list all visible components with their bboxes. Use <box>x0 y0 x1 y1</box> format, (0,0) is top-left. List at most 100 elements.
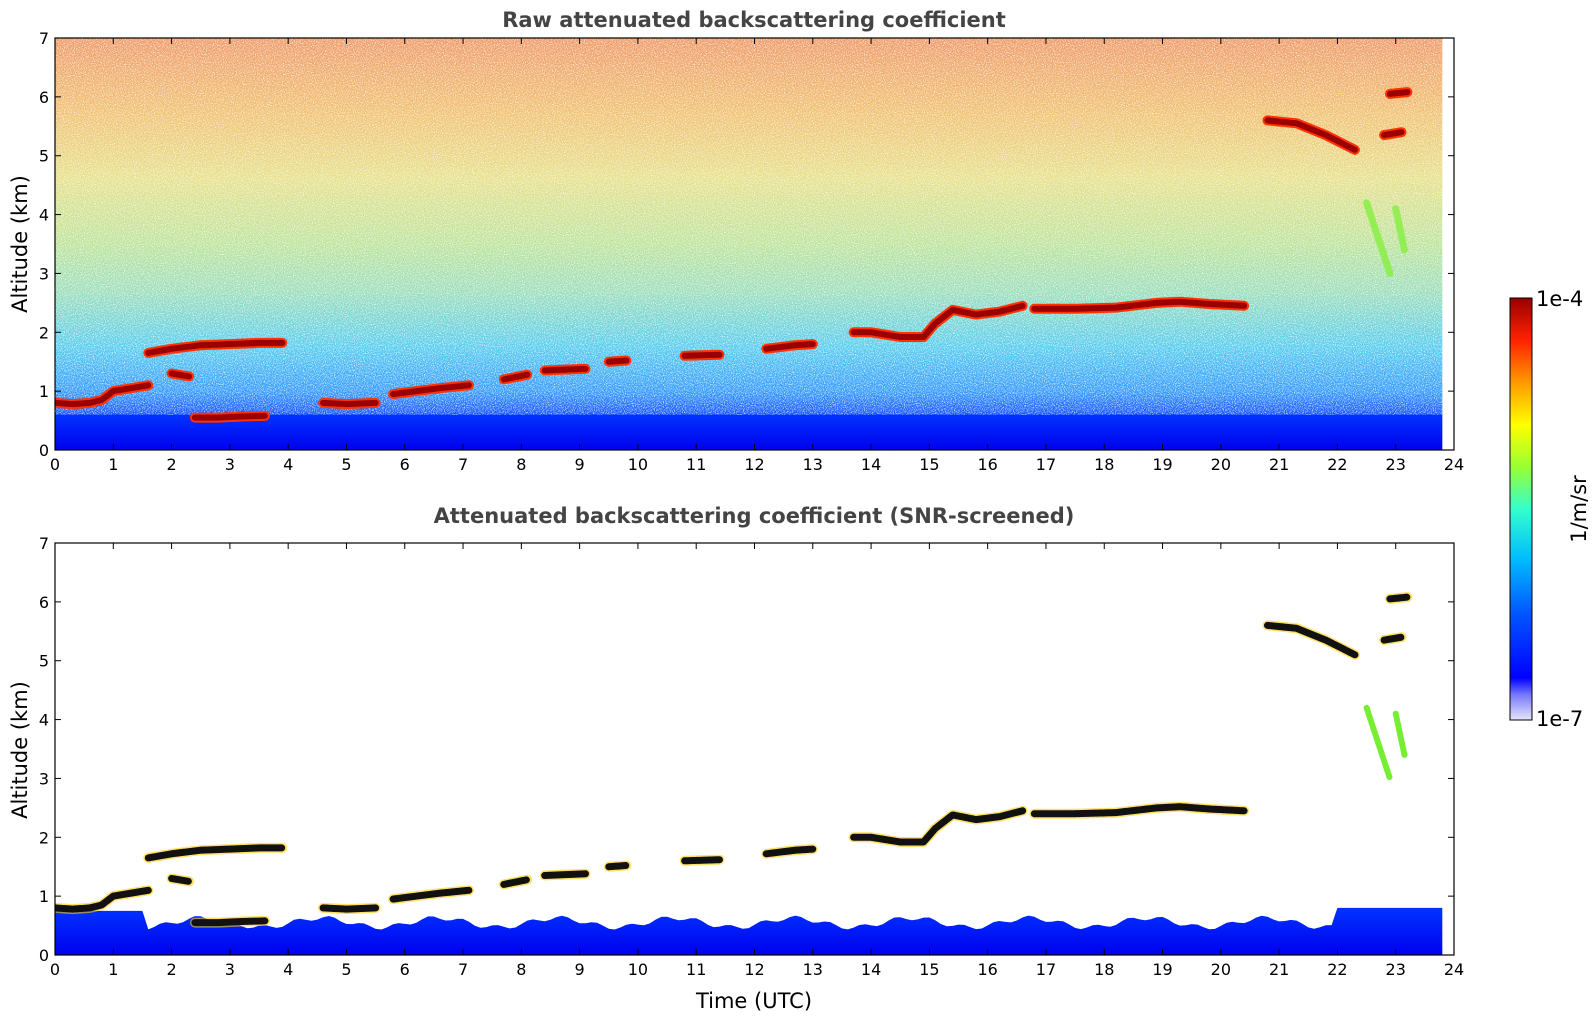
cloud-layer <box>1386 89 1411 97</box>
cloud-layer <box>1264 621 1359 659</box>
y-tick-label: 4 <box>39 711 49 730</box>
cloud-layer <box>319 904 380 913</box>
x-tick-label: 3 <box>225 960 235 979</box>
x-tick-label: 2 <box>166 960 176 979</box>
colorbar-gradient <box>1509 297 1533 721</box>
screened-field <box>55 543 1454 955</box>
x-tick-label: 17 <box>1036 960 1056 979</box>
cloud-layer <box>55 886 152 913</box>
x-tick-label: 19 <box>1152 455 1172 474</box>
screened-backscatter-panel: Attenuated backscattering coefficient (S… <box>8 504 1464 1013</box>
x-tick-label: 10 <box>628 455 648 474</box>
screened-boundary-layer <box>55 907 1443 955</box>
x-tick-label: 0 <box>50 455 60 474</box>
cloud-layer <box>541 870 589 879</box>
x-tick-label: 16 <box>977 455 997 474</box>
x-tick-label: 12 <box>744 455 764 474</box>
cloud-layer <box>1031 298 1248 312</box>
x-tick-label: 20 <box>1211 455 1231 474</box>
cloud-layer <box>850 807 1027 846</box>
y-tick-label: 2 <box>39 828 49 847</box>
colorbar: 1e-4 1e-7 1/m/sr <box>1509 287 1591 731</box>
virga-streak <box>1363 199 1394 277</box>
y-tick-label: 5 <box>39 652 49 671</box>
x-tick-label: 18 <box>1094 960 1114 979</box>
screened-y-axis-label: Altitude (km) <box>8 681 32 819</box>
cloud-layer <box>500 371 531 383</box>
cloud-layer <box>1381 129 1405 139</box>
cloud-layer <box>191 412 268 421</box>
cloud-layer <box>763 341 816 352</box>
x-tick-label: 8 <box>516 455 526 474</box>
cloud-layer <box>55 382 152 408</box>
colorbar-min-label: 1e-7 <box>1536 707 1583 731</box>
x-tick-label: 9 <box>575 455 585 474</box>
x-tick-label: 24 <box>1444 455 1464 474</box>
colorbar-max-label: 1e-4 <box>1536 287 1583 311</box>
x-tick-label: 7 <box>458 960 468 979</box>
x-tick-label: 6 <box>400 455 410 474</box>
x-tick-label: 8 <box>516 960 526 979</box>
x-tick-label: 15 <box>919 960 939 979</box>
cloud-layer <box>144 844 286 862</box>
x-tick-label: 18 <box>1094 455 1114 474</box>
cloud-layer <box>1380 633 1405 644</box>
x-tick-label: 14 <box>861 455 881 474</box>
cloud-layer <box>850 302 1026 340</box>
x-tick-label: 16 <box>977 960 997 979</box>
x-tick-label: 1 <box>108 455 118 474</box>
y-tick-label: 0 <box>39 946 49 965</box>
raw-y-axis-label: Altitude (km) <box>8 175 32 313</box>
raw-panel-title: Raw attenuated backscattering coefficien… <box>502 8 1006 32</box>
y-tick-label: 3 <box>39 769 49 788</box>
cloud-layer <box>605 357 630 365</box>
screened-y-ticks: 0 1 2 3 4 5 6 7 <box>39 534 1454 965</box>
x-tick-label: 5 <box>341 960 351 979</box>
y-tick-label: 0 <box>39 441 49 460</box>
y-tick-label: 1 <box>39 887 49 906</box>
x-tick-label: 23 <box>1386 455 1406 474</box>
x-tick-label: 9 <box>575 960 585 979</box>
x-tick-label: 23 <box>1386 960 1406 979</box>
cloud-layer <box>191 917 269 927</box>
cloud-layer <box>320 399 379 408</box>
y-tick-label: 7 <box>39 29 49 48</box>
y-tick-label: 6 <box>39 593 49 612</box>
y-tick-label: 5 <box>39 147 49 166</box>
raw-noise-speckle <box>55 38 1454 450</box>
x-tick-label: 13 <box>803 455 823 474</box>
colorbar-unit-label: 1/m/sr <box>1567 475 1591 543</box>
cloud-layer <box>390 382 472 398</box>
cloud-layer <box>168 370 193 380</box>
x-tick-label: 7 <box>458 455 468 474</box>
cloud-layer <box>541 365 589 374</box>
x-tick-label: 3 <box>225 455 235 474</box>
x-tick-label: 13 <box>803 960 823 979</box>
x-tick-label: 24 <box>1444 960 1464 979</box>
cloud-layer <box>605 862 630 871</box>
y-tick-label: 4 <box>39 206 49 225</box>
raw-backscatter-panel: Raw attenuated backscattering coefficien… <box>8 8 1464 474</box>
cloud-layer <box>681 351 723 359</box>
y-tick-label: 7 <box>39 534 49 553</box>
x-tick-label: 21 <box>1269 960 1289 979</box>
x-tick-label: 6 <box>400 960 410 979</box>
x-tick-label: 5 <box>341 455 351 474</box>
raw-no-data <box>1442 38 1454 450</box>
x-tick-label: 10 <box>628 960 648 979</box>
virga-streak <box>1392 205 1408 254</box>
cloud-layer <box>1264 117 1358 153</box>
raw-cloud-layers <box>55 87 1413 423</box>
x-tick-label: 4 <box>283 455 293 474</box>
screened-virga <box>1363 704 1408 782</box>
x-tick-label: 22 <box>1327 455 1347 474</box>
x-tick-label: 22 <box>1327 960 1347 979</box>
x-tick-label: 15 <box>919 455 939 474</box>
x-tick-label: 1 <box>108 960 118 979</box>
x-tick-label: 11 <box>686 960 706 979</box>
cloud-layer <box>681 856 723 865</box>
cloud-layer <box>389 886 473 903</box>
y-tick-label: 2 <box>39 323 49 342</box>
virga-streak <box>1392 710 1408 758</box>
